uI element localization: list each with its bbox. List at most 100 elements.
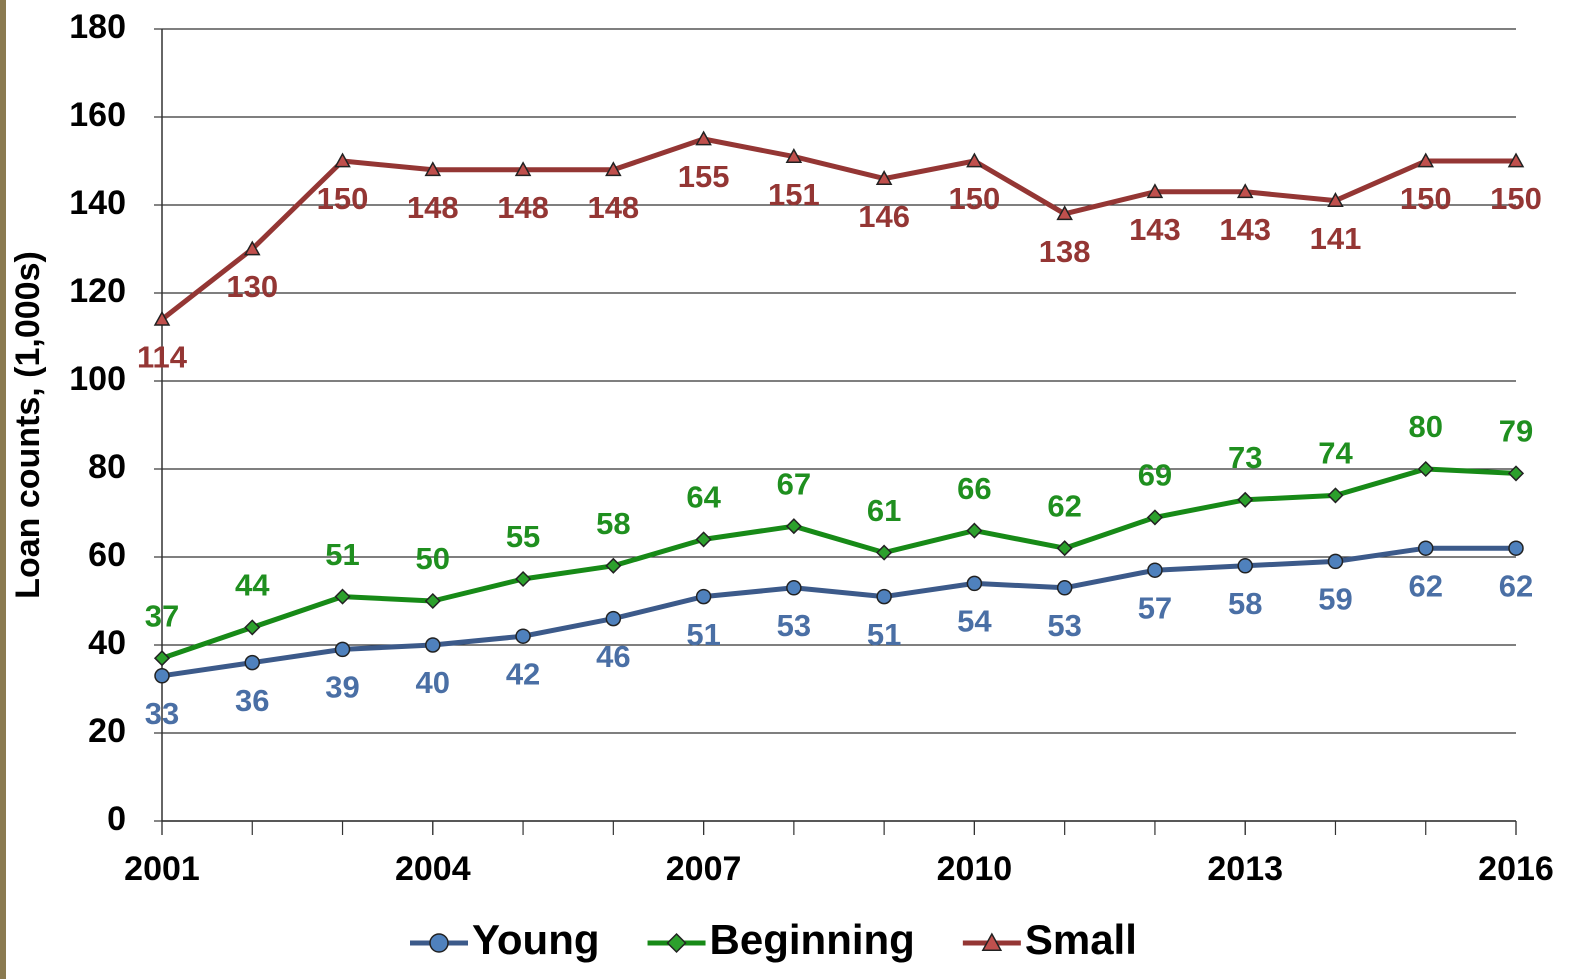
data-point bbox=[606, 612, 620, 626]
data-point bbox=[336, 590, 350, 604]
series-line bbox=[162, 548, 1516, 676]
data-label: 62 bbox=[1047, 488, 1081, 523]
data-label: 51 bbox=[686, 617, 720, 652]
y-tick-label: 180 bbox=[69, 8, 126, 46]
data-point bbox=[1238, 559, 1252, 573]
data-label: 50 bbox=[416, 541, 450, 576]
legend-label: Young bbox=[472, 916, 600, 963]
data-label: 73 bbox=[1228, 440, 1262, 475]
data-label: 40 bbox=[416, 665, 450, 700]
data-label: 58 bbox=[1228, 586, 1262, 621]
data-point bbox=[787, 519, 801, 533]
y-tick-label: 80 bbox=[88, 448, 126, 486]
data-label: 55 bbox=[506, 519, 540, 554]
data-label: 150 bbox=[1400, 181, 1452, 216]
y-tick-label: 140 bbox=[69, 184, 126, 222]
x-tick-label: 2013 bbox=[1207, 850, 1283, 888]
data-point bbox=[516, 572, 530, 586]
page: Loan counts, (1,000s) 0 20 40 60 80 100 120 140… bbox=[0, 0, 1581, 979]
data-label: 54 bbox=[957, 604, 992, 639]
data-label: 57 bbox=[1138, 590, 1172, 625]
data-label: 51 bbox=[325, 537, 359, 572]
data-label: 146 bbox=[858, 199, 910, 234]
x-tick-label: 2016 bbox=[1478, 850, 1554, 888]
data-label: 64 bbox=[686, 480, 721, 515]
data-label: 51 bbox=[867, 617, 901, 652]
legend-label: Small bbox=[1025, 916, 1137, 963]
data-label: 67 bbox=[777, 466, 811, 501]
data-point bbox=[967, 576, 981, 590]
data-point bbox=[1148, 510, 1162, 524]
data-label: 61 bbox=[867, 493, 901, 528]
data-point bbox=[1058, 581, 1072, 595]
data-label: 150 bbox=[949, 181, 1001, 216]
data-point bbox=[1058, 541, 1072, 555]
data-label: 33 bbox=[145, 696, 179, 731]
x-tick-label: 2001 bbox=[124, 850, 200, 888]
data-label: 42 bbox=[506, 656, 540, 691]
data-label: 62 bbox=[1408, 568, 1442, 603]
data-point bbox=[155, 651, 169, 665]
data-point bbox=[245, 620, 259, 634]
data-point bbox=[1328, 488, 1342, 502]
data-label: 130 bbox=[226, 269, 278, 304]
y-tick-label: 0 bbox=[107, 800, 126, 838]
x-tick-label: 2007 bbox=[666, 850, 742, 888]
legend-marker bbox=[668, 934, 686, 952]
data-point bbox=[336, 642, 350, 656]
data-label: 62 bbox=[1499, 568, 1533, 603]
y-tick-label: 20 bbox=[88, 712, 126, 750]
data-point bbox=[1328, 554, 1342, 568]
data-label: 37 bbox=[145, 598, 179, 633]
data-label: 36 bbox=[235, 683, 269, 718]
x-tick-label: 2010 bbox=[937, 850, 1013, 888]
data-label: 74 bbox=[1318, 436, 1353, 471]
data-point bbox=[967, 524, 981, 538]
y-tick-label: 100 bbox=[69, 360, 126, 398]
data-point bbox=[1419, 462, 1433, 476]
data-point bbox=[697, 532, 711, 546]
data-label: 66 bbox=[957, 471, 991, 506]
y-tick-label: 160 bbox=[69, 96, 126, 134]
data-point bbox=[606, 559, 620, 573]
data-point bbox=[245, 656, 259, 670]
legend-marker bbox=[430, 934, 448, 952]
data-label: 155 bbox=[678, 159, 730, 194]
data-label: 114 bbox=[137, 340, 188, 375]
data-label: 69 bbox=[1138, 458, 1172, 493]
data-point bbox=[697, 590, 711, 604]
data-label: 138 bbox=[1039, 234, 1091, 269]
data-label: 59 bbox=[1318, 582, 1352, 617]
data-label: 150 bbox=[1490, 181, 1542, 216]
data-label: 80 bbox=[1408, 409, 1442, 444]
data-point bbox=[787, 581, 801, 595]
data-label: 141 bbox=[1310, 221, 1362, 256]
data-point bbox=[1419, 541, 1433, 555]
y-axis-title: Loan counts, (1,000s) bbox=[9, 251, 47, 599]
data-label: 46 bbox=[596, 639, 630, 674]
data-label: 148 bbox=[587, 190, 639, 225]
data-label: 39 bbox=[325, 670, 359, 705]
data-point bbox=[1238, 493, 1252, 507]
data-label: 143 bbox=[1219, 212, 1271, 247]
chart: Loan counts, (1,000s) 0 20 40 60 80 100 120 140… bbox=[0, 0, 1581, 979]
data-point bbox=[877, 590, 891, 604]
data-point bbox=[426, 594, 440, 608]
legend-label: Beginning bbox=[710, 916, 915, 963]
y-tick-label: 60 bbox=[88, 536, 126, 574]
data-point bbox=[516, 629, 530, 643]
data-point bbox=[426, 638, 440, 652]
data-label: 53 bbox=[1047, 608, 1081, 643]
y-tick-label: 40 bbox=[88, 624, 126, 662]
data-point bbox=[1509, 541, 1523, 555]
x-tick-label: 2004 bbox=[395, 850, 471, 888]
data-label: 148 bbox=[407, 190, 459, 225]
data-label: 148 bbox=[497, 190, 549, 225]
data-label: 58 bbox=[596, 506, 630, 541]
data-point bbox=[1148, 563, 1162, 577]
data-label: 143 bbox=[1129, 212, 1181, 247]
data-label: 151 bbox=[768, 177, 820, 212]
data-label: 53 bbox=[777, 608, 811, 643]
background-strip bbox=[0, 0, 6, 979]
y-tick-label: 120 bbox=[69, 272, 126, 310]
